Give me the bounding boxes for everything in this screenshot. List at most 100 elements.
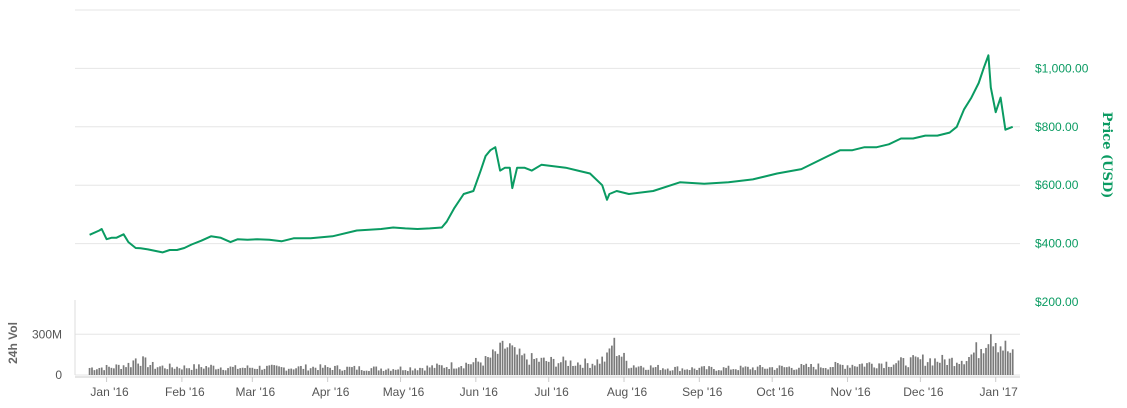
volume-bar xyxy=(1007,351,1009,375)
volume-bar xyxy=(812,366,815,375)
volume-bar xyxy=(246,365,249,375)
volume-bar xyxy=(608,348,611,375)
volume-bar xyxy=(547,361,550,375)
volume-bar xyxy=(479,362,482,375)
volume-bar xyxy=(851,364,854,375)
volume-bar xyxy=(649,365,652,375)
volume-bar xyxy=(751,367,754,375)
volume-bar xyxy=(513,347,516,375)
volume-bar xyxy=(856,366,859,375)
volume-bar xyxy=(946,364,948,375)
volume-bar xyxy=(725,367,727,375)
volume-bar xyxy=(994,343,997,375)
volume-bar xyxy=(156,367,159,375)
volume-bar xyxy=(985,347,987,375)
volume-bar xyxy=(691,367,693,375)
volume-bar xyxy=(574,365,577,375)
volume-bar xyxy=(798,367,800,375)
volume-bar xyxy=(999,346,1002,375)
volume-bar xyxy=(754,370,757,375)
volume-bar xyxy=(560,362,562,375)
volume-bar xyxy=(564,360,567,375)
volume-bar xyxy=(557,363,560,375)
volume-bar xyxy=(802,365,805,375)
volume-bar xyxy=(895,363,897,375)
volume-bar xyxy=(110,367,113,375)
volume-bar xyxy=(917,357,919,375)
volume-bar xyxy=(618,355,621,375)
volume-bar xyxy=(142,356,144,375)
volume-bar xyxy=(338,369,341,375)
volume-bar xyxy=(783,367,786,375)
volume-bar xyxy=(790,367,793,375)
volume-bar xyxy=(997,352,999,375)
volume-bar xyxy=(178,368,181,375)
price-line xyxy=(89,54,1014,254)
volume-bar xyxy=(727,365,730,375)
volume-bar xyxy=(280,367,283,375)
volume-bar xyxy=(236,368,239,375)
volume-bar xyxy=(523,353,526,375)
volume-bar xyxy=(530,353,533,375)
volume-bar xyxy=(611,345,613,375)
volume-bar xyxy=(1004,340,1007,375)
volume-bar xyxy=(521,355,523,375)
volume-bar xyxy=(215,369,217,375)
volume-bar xyxy=(348,366,351,375)
volume-bar xyxy=(771,367,774,375)
date-axis-ticks: Jan '16 Feb '16 Mar '16 Apr '16 May '16 Jun '… xyxy=(75,376,1020,399)
volume-bar xyxy=(620,356,623,375)
volume-bar xyxy=(115,364,118,375)
volume-bar xyxy=(662,368,664,375)
volume-bar xyxy=(890,366,893,375)
volume-bar xyxy=(676,366,679,375)
volume-bar xyxy=(577,362,579,375)
volume-bar xyxy=(365,370,368,375)
volume-bar xyxy=(732,369,735,375)
volume-bar xyxy=(764,368,766,375)
volume-bar xyxy=(414,368,416,375)
volume-bar xyxy=(496,353,499,375)
volume-bar xyxy=(941,354,944,375)
volume-bar xyxy=(630,367,633,375)
volume-bar xyxy=(195,368,198,375)
volume-bar xyxy=(778,365,781,375)
volume-bar xyxy=(858,364,861,375)
volume-bar xyxy=(372,366,375,375)
volume-bar xyxy=(747,366,749,375)
volume-bar xyxy=(975,342,978,375)
volume-bar xyxy=(970,354,973,375)
volume-bar xyxy=(960,360,963,375)
volume-bar xyxy=(329,367,331,375)
volume-bar xyxy=(526,359,528,375)
volume-bar xyxy=(1011,349,1014,375)
volume-axis-title: 24h Vol xyxy=(6,322,20,364)
volume-bar xyxy=(312,366,314,375)
volume-bar xyxy=(137,363,140,375)
volume-bar xyxy=(258,365,261,375)
volume-bar xyxy=(766,368,769,375)
volume-bar xyxy=(304,364,307,375)
date-tick-label: Dec '16 xyxy=(903,385,944,399)
volume-bar xyxy=(936,361,939,375)
volume-bar xyxy=(613,337,616,375)
volume-bar xyxy=(744,366,747,375)
volume-bar xyxy=(601,356,604,375)
volume-bar xyxy=(455,368,458,375)
volume-bar xyxy=(394,369,397,375)
volume-bar xyxy=(892,364,895,375)
price-axis-ticks: $200.00 $400.00 $600.00 $800.00 $1,000.00 xyxy=(1035,61,1089,309)
volume-bar xyxy=(761,367,764,375)
volume-bar xyxy=(375,366,378,375)
volume-bar xyxy=(579,364,582,375)
volume-bar xyxy=(188,368,191,375)
volume-bar xyxy=(800,363,803,375)
volume-bar xyxy=(883,368,885,375)
volume-bar xyxy=(450,362,453,375)
volume-bar xyxy=(669,370,672,375)
volume-bar xyxy=(686,369,689,375)
volume-bar xyxy=(708,366,710,375)
volume-bar xyxy=(108,366,110,375)
volume-bar xyxy=(144,357,147,375)
volume-bar xyxy=(878,363,880,375)
